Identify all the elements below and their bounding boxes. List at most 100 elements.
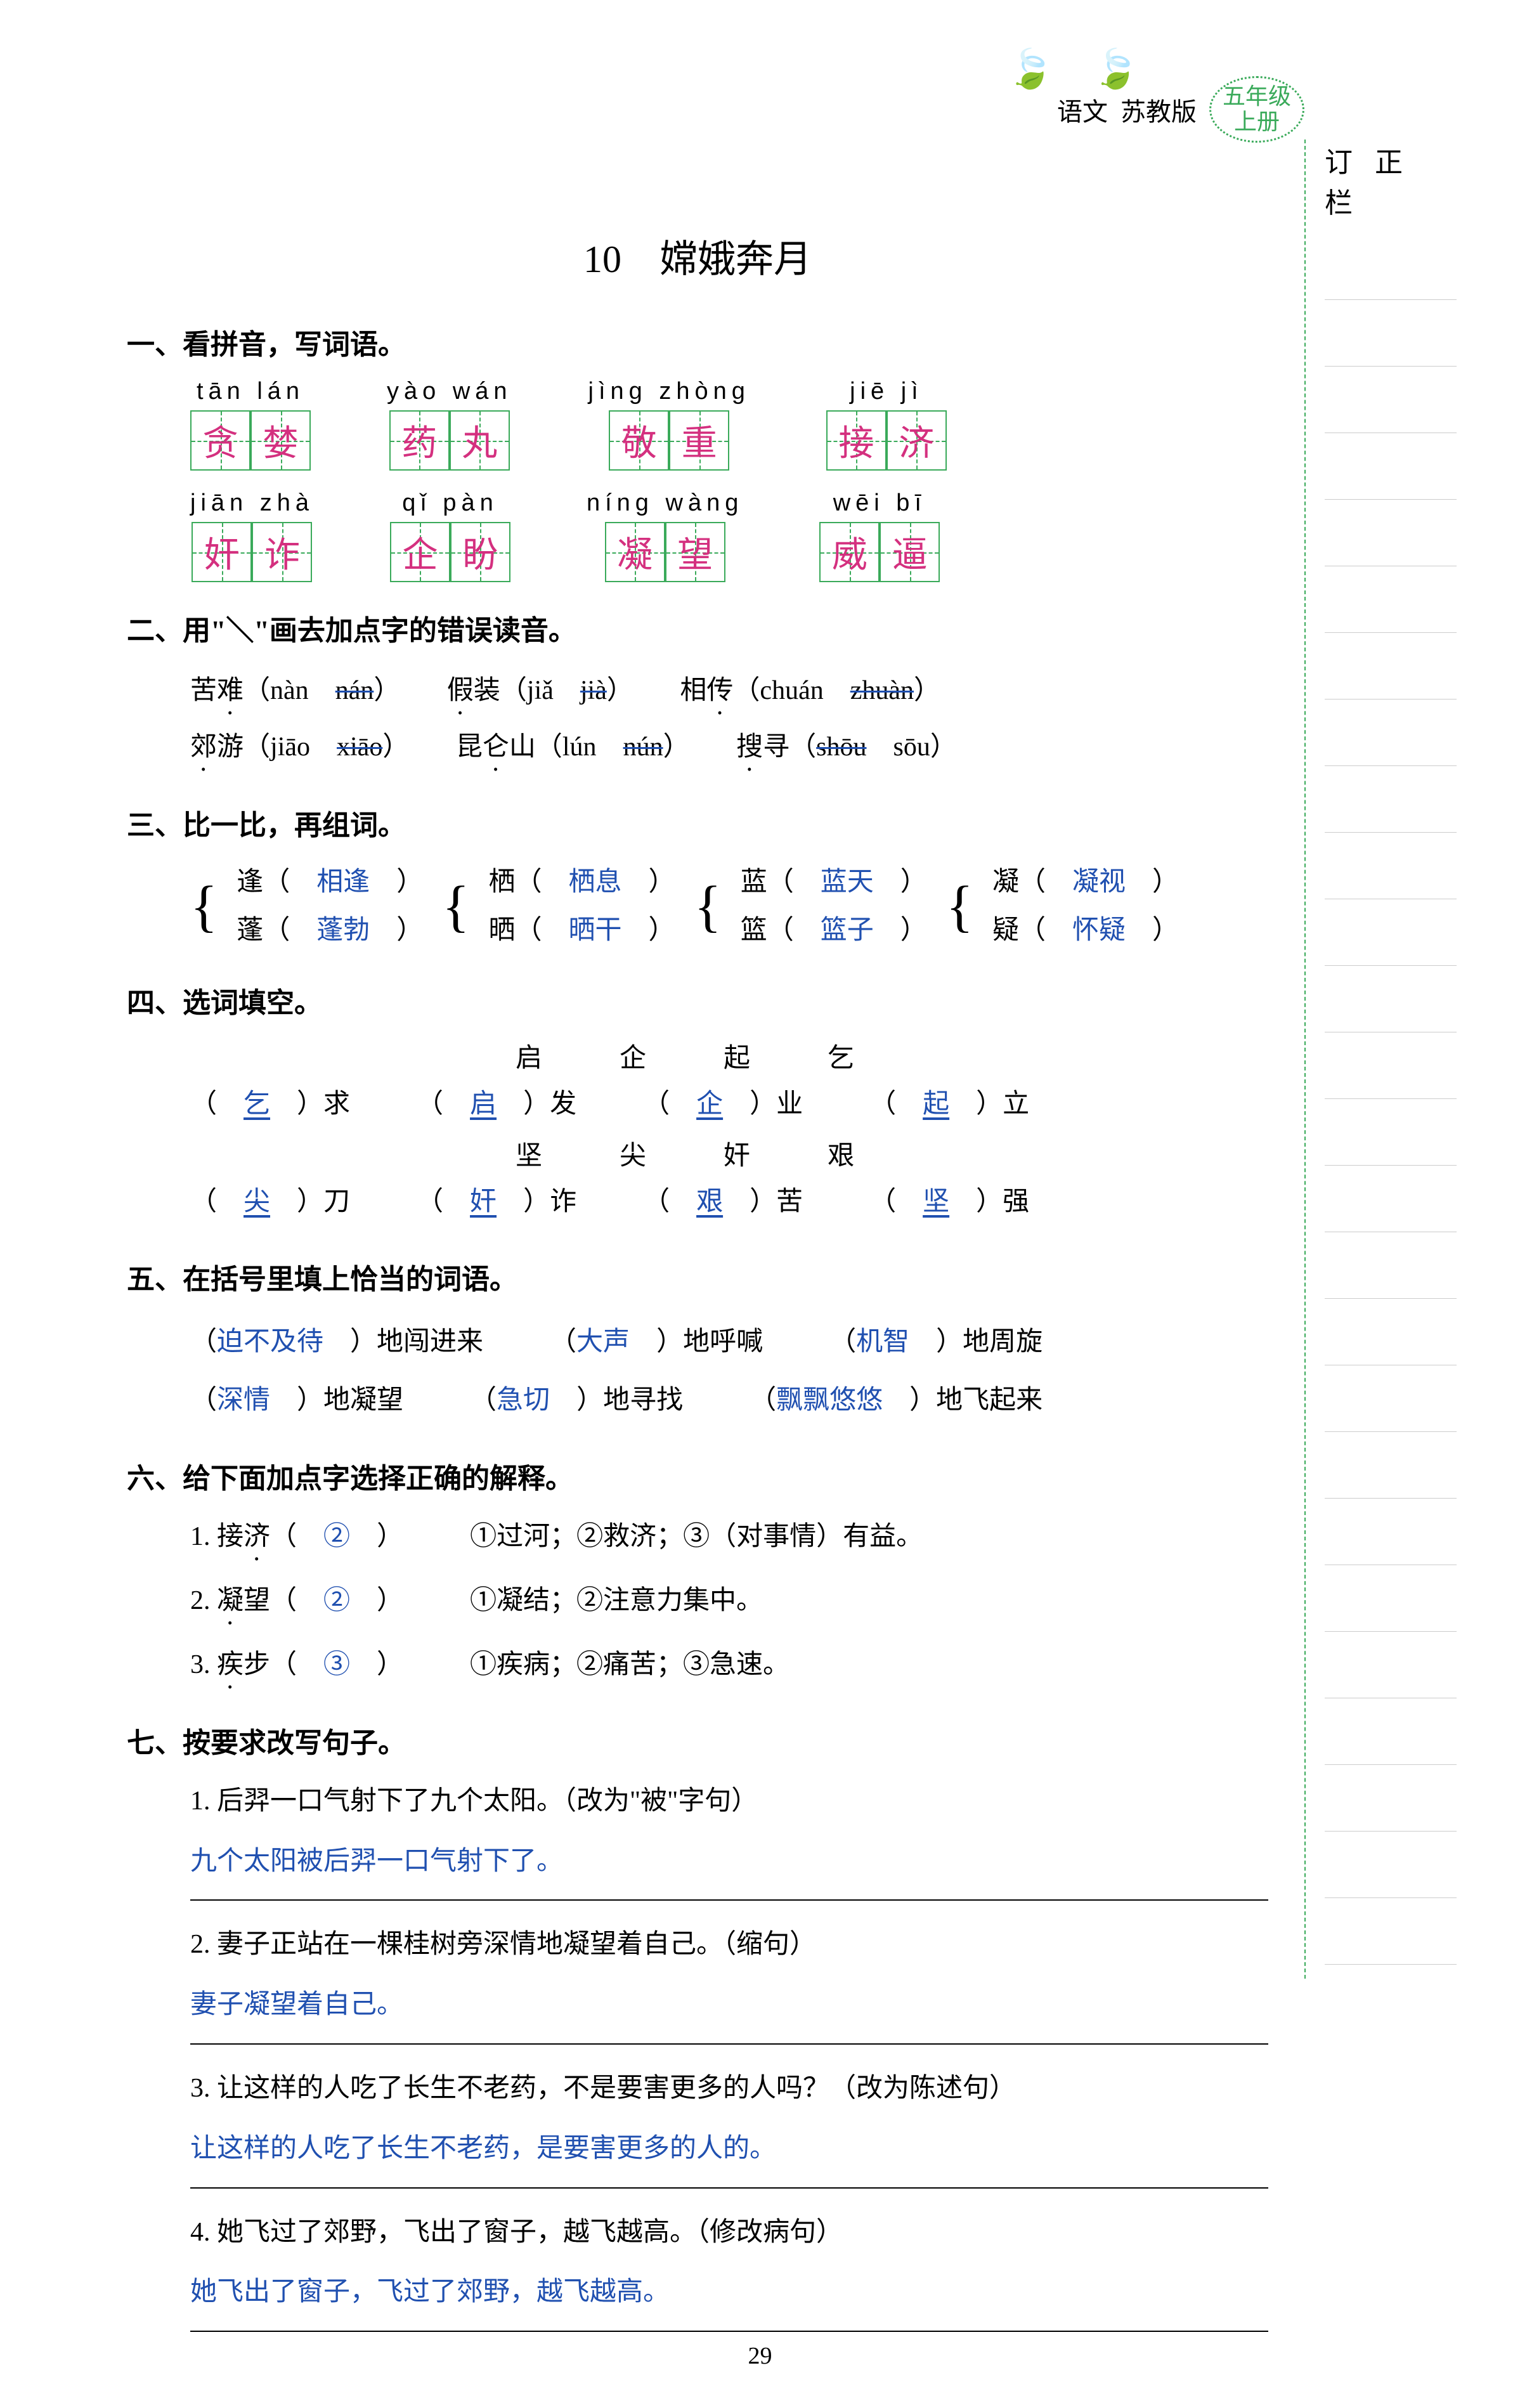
fill-row-1: （ 乞 ）求 （ 启 ）发 （ 企 ）业 （ 起 ）立 <box>190 1075 1268 1133</box>
char-answer: 药 <box>401 415 437 466</box>
correction-line <box>1325 966 1457 1032</box>
answer: 起 <box>923 1090 949 1119</box>
char-answer: 威 <box>832 526 867 578</box>
correction-line <box>1325 633 1457 700</box>
correction-column: 订 正 栏 <box>1304 140 1457 1979</box>
char-answer: 贪 <box>203 415 238 466</box>
word: 郊 <box>190 732 217 762</box>
correction-line <box>1325 1432 1457 1499</box>
section-5: 五、在括号里填上恰当的词语。 （迫不及待 ）地闯进来 （大声 ）地呼喊 （机智 … <box>127 1256 1268 1430</box>
word: 传 <box>706 676 733 705</box>
compare-item: 篮（ 篮子 ） <box>741 907 927 955</box>
header: 语文 苏教版 五年级 上册 <box>1057 76 1304 143</box>
word: 苦苦难难 <box>190 676 244 705</box>
compare-item: 逢（ 相逢 ） <box>237 859 423 907</box>
question-item: 2. 凝望（ ② ） ①凝结；②注意力集中。 <box>190 1576 1268 1630</box>
answer: 尖 <box>244 1187 270 1216</box>
char-box[interactable]: 敬 <box>609 410 669 471</box>
correction-line <box>1325 1632 1457 1698</box>
answer: 迫不及待 <box>217 1327 323 1357</box>
answer-text: 让这样的人吃了长生不老药，是要害更多的人的。 <box>190 2124 1268 2175</box>
correction-line <box>1325 1765 1457 1832</box>
pinyin-item: qǐ pàn企盼 <box>390 490 510 582</box>
char-box-group: 药丸 <box>389 410 510 471</box>
page-title: 10 嫦娥奔月 <box>127 228 1268 283</box>
wrong: nún <box>623 732 663 762</box>
char-box-group: 贪婪 <box>190 410 311 471</box>
dotted-char: 济 <box>244 1522 270 1551</box>
answer: 乞 <box>244 1090 270 1119</box>
char-box[interactable]: 药 <box>389 410 450 471</box>
brace-icon: { <box>694 878 722 935</box>
section-3: 三、比一比，再组词。 {逢（ 相逢 ）蓬（ 蓬勃 ）{栖（ 栖息 ）晒（ 晒干 … <box>127 802 1268 954</box>
answer: 奸 <box>470 1187 497 1216</box>
correction-line <box>1325 1099 1457 1166</box>
answer: 栖息 <box>568 868 621 897</box>
question-item: 3. 疾步（ ③ ） ①疾病；②痛苦；③急速。 <box>190 1640 1268 1695</box>
correction-line <box>1325 500 1457 566</box>
char-answer: 企 <box>402 526 438 578</box>
correction-line <box>1325 700 1457 766</box>
char-box[interactable]: 婪 <box>250 410 311 471</box>
s5-row-1: （迫不及待 ）地闯进来 （大声 ）地呼喊 （机智 ）地周旋 <box>190 1313 1268 1371</box>
answer: 篮子 <box>821 916 874 945</box>
pinyin-text: jiē jì <box>850 378 923 405</box>
correction-line <box>1325 1499 1457 1565</box>
char-box-group: 企盼 <box>390 522 510 582</box>
char-answer: 婪 <box>263 415 299 466</box>
compare-row: {逢（ 相逢 ）蓬（ 蓬勃 ）{栖（ 栖息 ）晒（ 晒干 ）{蓝（ 蓝天 ）篮（… <box>190 859 1268 954</box>
pinyin-item: jiē jì 接济 <box>826 378 947 471</box>
correction-line <box>1325 1565 1457 1632</box>
char-box[interactable]: 丸 <box>450 410 510 471</box>
char-box[interactable]: 凝 <box>605 522 665 582</box>
dotted-char: 疾 <box>217 1650 244 1679</box>
pinyin-text: jìng zhòng <box>588 378 750 405</box>
char-box[interactable]: 威 <box>819 522 880 582</box>
char-box-group: 凝望 <box>605 522 725 582</box>
char-box[interactable]: 盼 <box>450 522 510 582</box>
section-4-head: 四、选词填空。 <box>127 980 1268 1020</box>
word: 假 <box>447 676 474 705</box>
correction-line <box>1325 367 1457 433</box>
section-7-head: 七、按要求改写句子。 <box>127 1720 1268 1760</box>
char-box[interactable]: 济 <box>887 410 947 471</box>
pinyin-item: jìng zhòng 敬重 <box>588 378 750 471</box>
char-answer: 重 <box>682 415 717 466</box>
reading-line-1: 苦苦难难（nàn nán） 假装（jiǎ jià） 相传（chuán zhuàn… <box>190 664 1268 720</box>
word: 搜 <box>736 732 763 762</box>
compare-item: 栖（ 栖息 ） <box>488 859 675 907</box>
char-box[interactable]: 接 <box>826 410 887 471</box>
answer: ③ <box>323 1650 350 1679</box>
char-box[interactable]: 重 <box>669 410 729 471</box>
answer-text: 妻子凝望着自己。 <box>190 1980 1268 2031</box>
char-box[interactable]: 望 <box>665 522 725 582</box>
end: ） <box>374 676 387 705</box>
answer: 深情 <box>217 1386 270 1415</box>
correction-line <box>1325 1365 1457 1432</box>
char-answer: 望 <box>677 526 713 578</box>
correction-line <box>1325 566 1457 633</box>
compare-item: 晒（ 晒干 ） <box>488 907 675 955</box>
opt: （jiāo <box>244 732 337 762</box>
end: sōu） <box>867 732 957 762</box>
correction-line <box>1325 300 1457 367</box>
section-5-head: 五、在括号里填上恰当的词语。 <box>127 1256 1268 1297</box>
char-box[interactable]: 逼 <box>880 522 940 582</box>
char-answer: 逼 <box>892 526 928 578</box>
answer: 相逢 <box>316 868 370 897</box>
compare-pair: 凝（ 凝视 ）疑（ 怀疑 ） <box>992 859 1179 954</box>
opt: （lún <box>536 732 623 762</box>
char-box[interactable]: 诈 <box>252 522 312 582</box>
char-box[interactable]: 贪 <box>190 410 250 471</box>
char-box-group: 奸诈 <box>192 522 312 582</box>
char-box[interactable]: 奸 <box>192 522 252 582</box>
char-answer: 凝 <box>617 526 653 578</box>
char-answer: 丸 <box>462 415 497 466</box>
options-1: 启 企 起 乞 <box>127 1036 1268 1075</box>
char-box[interactable]: 企 <box>390 522 450 582</box>
brace-icon: { <box>946 878 973 935</box>
char-box-group: 敬重 <box>609 410 729 471</box>
end: ） <box>914 676 940 705</box>
section-6-head: 六、给下面加点字选择正确的解释。 <box>127 1455 1268 1496</box>
answer: 怀疑 <box>1072 916 1126 945</box>
